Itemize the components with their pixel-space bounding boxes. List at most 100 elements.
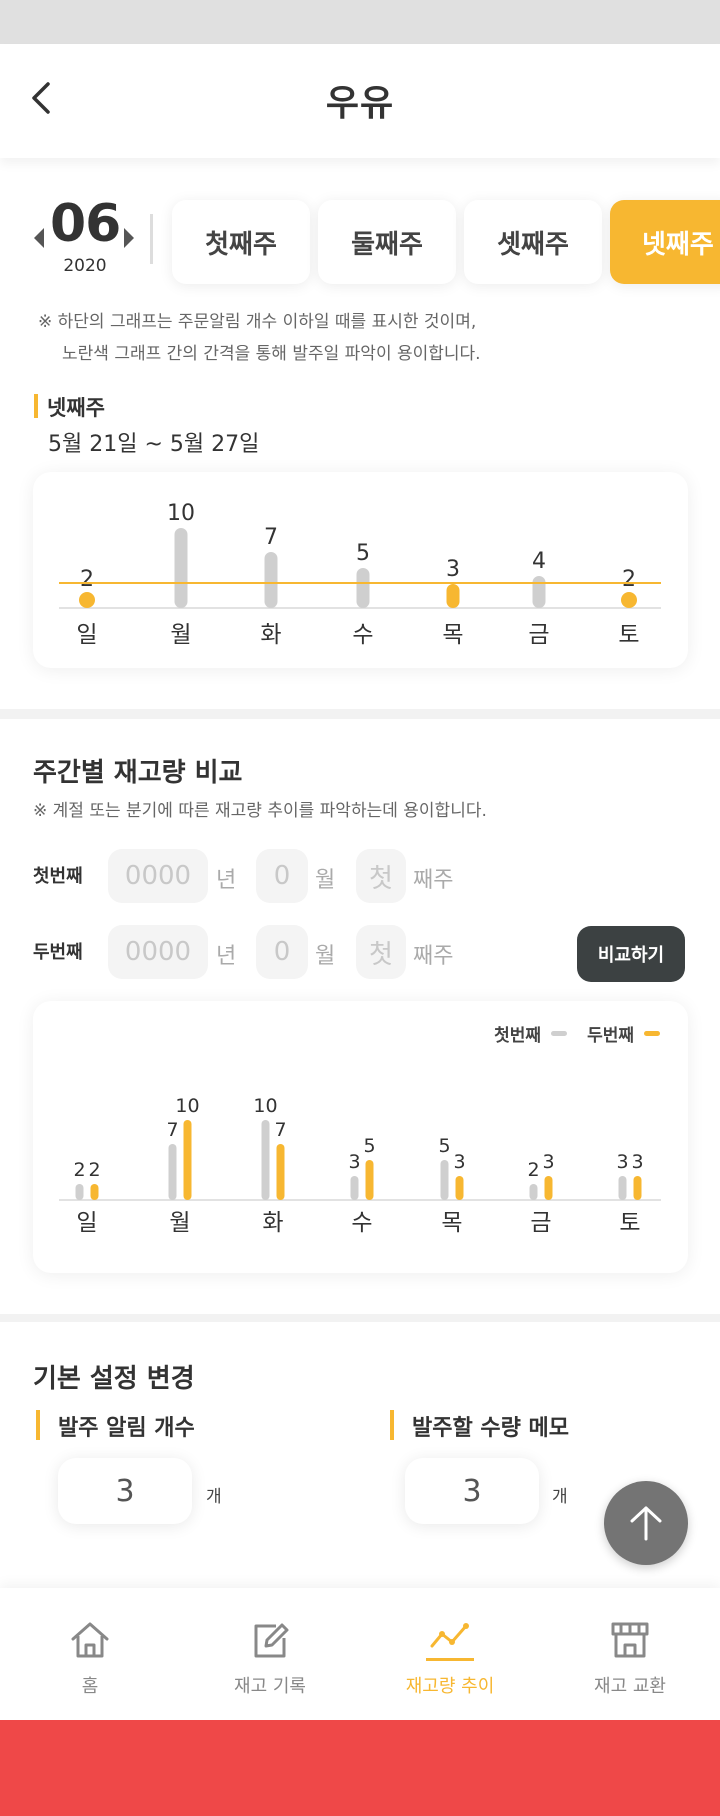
selected-week-date-range: 5월 21일 ~ 5월 27일: [48, 432, 260, 457]
trend-icon: [430, 1623, 469, 1648]
bottom-navigation: 홈 재고 기록 재고량 추이 재고 교환: [0, 1588, 720, 1720]
tab-week-4[interactable]: 넷째주: [610, 200, 720, 284]
month-number: 06: [50, 194, 121, 254]
bar-일: [79, 592, 95, 608]
data-label: 5: [356, 541, 370, 566]
nav-stock-trend[interactable]: 재고량 추이: [360, 1588, 540, 1720]
data-label: 3: [453, 1151, 465, 1173]
data-label: 3: [446, 557, 460, 582]
legend-first-label: 첫번째: [494, 1026, 542, 1046]
next-month-icon[interactable]: [124, 228, 134, 248]
data-label: 2: [80, 567, 94, 592]
alert-count-unit: 개: [206, 1487, 222, 1507]
compare-first-label: 첫번째: [33, 866, 83, 887]
data-label: 2: [527, 1159, 539, 1181]
order-memo-input[interactable]: 3: [405, 1458, 539, 1524]
nav-stock-trend-label: 재고량 추이: [405, 1676, 495, 1697]
data-label: 10: [253, 1095, 277, 1117]
tick-label: 화: [262, 1210, 283, 1236]
status-bar: [0, 0, 720, 44]
data-label: 5: [363, 1135, 375, 1157]
nav-stock-record[interactable]: 재고 기록: [180, 1588, 360, 1720]
section-separator: [0, 1314, 720, 1322]
bar-목: [446, 584, 460, 608]
month-selector: 06 2020: [30, 194, 140, 280]
divider: [150, 214, 153, 264]
tick-label: 월: [169, 1210, 190, 1236]
comparison-title: 주간별 재고량 비교: [33, 758, 243, 788]
nav-home[interactable]: 홈: [0, 1588, 180, 1720]
data-label: 7: [274, 1119, 286, 1141]
selected-week-label: 넷째주: [34, 392, 105, 422]
bar-토-second: [633, 1176, 642, 1200]
nav-home-label: 홈: [81, 1676, 99, 1697]
second-month-input[interactable]: 0: [256, 925, 308, 979]
first-year-input[interactable]: 0000: [108, 849, 208, 903]
bar-목-first: [440, 1160, 449, 1200]
weekly-stock-chart: 2 일 10 월 7 화 5 수 3 목 4 금 2 토: [59, 501, 661, 648]
data-label: 5: [438, 1135, 450, 1157]
first-week-unit: 째주: [413, 868, 454, 893]
data-label: 2: [73, 1159, 85, 1181]
second-week-unit: 째주: [413, 944, 454, 969]
section-separator: [0, 709, 720, 719]
nav-stock-exchange-label: 재고 교환: [594, 1676, 666, 1697]
data-label: 2: [88, 1159, 100, 1181]
tab-week-2[interactable]: 둘째주: [318, 200, 456, 284]
compare-button[interactable]: 비교하기: [577, 926, 685, 982]
second-year-input[interactable]: 0000: [108, 925, 208, 979]
second-week-input[interactable]: 첫: [356, 925, 406, 979]
home-icon: [71, 1622, 109, 1658]
first-year-unit: 년: [216, 868, 237, 893]
legend-second-label: 두번째: [587, 1026, 634, 1046]
first-month-input[interactable]: 0: [256, 849, 308, 903]
bar-토: [621, 592, 637, 608]
comparison-notice: ※ 계절 또는 분기에 따른 재고량 추이를 파악하는데 용이합니다.: [33, 801, 487, 821]
store-icon: [611, 1622, 649, 1658]
bar-월: [174, 528, 188, 608]
bar-금-first: [529, 1184, 538, 1200]
order-memo-unit: 개: [552, 1487, 568, 1507]
tick-label: 목: [441, 1210, 462, 1236]
tick-label: 월: [170, 622, 191, 648]
alert-count-label: 발주 알림 개수: [36, 1410, 195, 1442]
tick-label: 토: [618, 622, 639, 648]
bar-월-first: [168, 1144, 177, 1200]
arrow-up-icon: [630, 1506, 662, 1541]
bar-금-second: [544, 1176, 553, 1200]
tab-week-3[interactable]: 셋째주: [464, 200, 602, 284]
bar-토-first: [618, 1176, 627, 1200]
tick-label: 목: [442, 622, 463, 648]
bar-금: [532, 576, 546, 608]
tick-label: 화: [260, 622, 281, 648]
bar-일-second: [90, 1184, 99, 1200]
scroll-to-top-button[interactable]: [604, 1481, 688, 1565]
tick-label: 수: [351, 1210, 372, 1236]
data-label: 7: [166, 1119, 178, 1141]
chevron-left-icon: [32, 82, 50, 114]
data-label: 3: [542, 1151, 554, 1173]
chart-legend: 첫번째 두번째: [494, 1021, 660, 1046]
data-label: 2: [622, 567, 636, 592]
bar-화: [264, 552, 278, 608]
alert-count-input[interactable]: 3: [58, 1458, 192, 1524]
tab-week-1[interactable]: 첫째주: [172, 200, 310, 284]
first-month-unit: 월: [315, 868, 336, 893]
data-label: 3: [616, 1151, 628, 1173]
prev-month-icon[interactable]: [34, 228, 44, 248]
tick-label: 수: [352, 622, 373, 648]
comparison-chart-card: 2 2 일 7 10 월 10 7 화 3 5 수 5 3 목 2 3 금 3 3 토 첫번째 두번째: [33, 1001, 688, 1273]
second-month-unit: 월: [315, 944, 336, 969]
back-button[interactable]: [24, 78, 64, 118]
compare-second-label: 두번째: [33, 942, 83, 963]
first-week-input[interactable]: 첫: [356, 849, 406, 903]
notice-line-2: 노란색 그래프 간의 간격을 통해 발주일 파악이 용이합니다.: [62, 344, 481, 364]
order-memo-label: 발주할 수량 메모: [390, 1410, 569, 1442]
bar-월-second: [183, 1120, 192, 1200]
data-label: 10: [175, 1095, 199, 1117]
nav-active-indicator: [426, 1658, 474, 1661]
tick-label: 금: [530, 1210, 551, 1236]
legend-first-swatch: [551, 1031, 568, 1036]
nav-stock-exchange[interactable]: 재고 교환: [540, 1588, 720, 1720]
